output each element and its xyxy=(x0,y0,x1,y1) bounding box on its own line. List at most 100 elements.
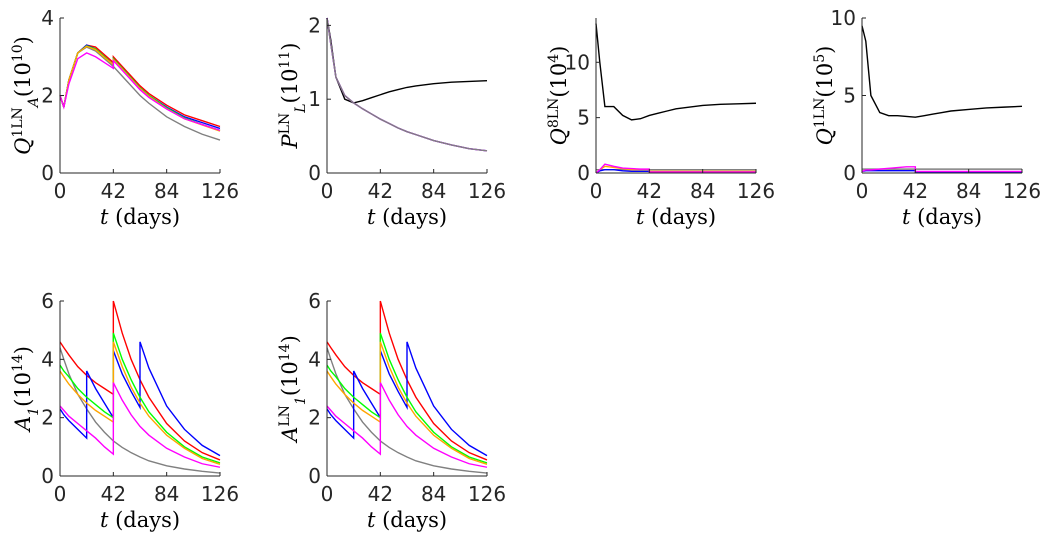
label-part: (days) xyxy=(108,205,180,229)
series-line xyxy=(326,17,488,152)
x-tick-label: 126 xyxy=(201,179,239,203)
chart: 0 5 10 0 42 84 126 t (days) Q1LN(105) xyxy=(812,6,1041,229)
y-tick-label: 0 xyxy=(308,161,321,185)
x-axis-label: t (days) xyxy=(902,205,982,229)
series-line xyxy=(59,341,221,465)
x-tick-label: 42 xyxy=(637,179,662,203)
y-axis-label: ALN1(1014) xyxy=(277,335,309,444)
label-part: 11 xyxy=(277,51,293,69)
series-line xyxy=(59,52,221,132)
label-part: 10 xyxy=(10,44,26,62)
x-axis-label: t (days) xyxy=(100,508,180,532)
label-part: P xyxy=(278,133,302,149)
x-tick-label: 42 xyxy=(101,482,126,506)
y-tick-label: 6 xyxy=(41,289,54,313)
label-part: ) xyxy=(547,46,571,54)
y-tick-label: 10 xyxy=(565,50,590,74)
x-axis-label: t (days) xyxy=(367,205,447,229)
y-tick-label: 0 xyxy=(843,161,856,185)
label-part: (10 xyxy=(11,62,35,97)
y-tick-label: 4 xyxy=(41,347,54,371)
label-part: (10 xyxy=(547,63,571,98)
label-part: t xyxy=(902,205,911,229)
x-tick-label: 42 xyxy=(368,482,393,506)
label-part: (days) xyxy=(375,508,447,532)
chart: 0 2 4 6 0 42 84 126 t (days) ALN1(1014) xyxy=(277,289,506,532)
series-line xyxy=(59,332,221,464)
y-tick-label: 0 xyxy=(41,464,54,488)
x-tick-label: 126 xyxy=(201,482,239,506)
y-tick-label: 0 xyxy=(308,464,321,488)
y-axis-label: Q8LN(104) xyxy=(546,46,571,146)
chart: 0 1 2 0 42 84 126 t (days) PLNL(1011) xyxy=(277,13,506,229)
label-part: ) xyxy=(278,43,302,51)
x-tick-label: 126 xyxy=(468,179,506,203)
y-tick-label: 2 xyxy=(41,84,54,108)
y-axis-label: PLNL(1011) xyxy=(277,43,309,150)
x-tick-label: 126 xyxy=(737,179,775,203)
label-part: LN xyxy=(277,113,293,135)
label-part: (10 xyxy=(813,63,837,98)
y-tick-label: 2 xyxy=(308,406,321,430)
label-part: t xyxy=(100,205,109,229)
y-tick-label: 4 xyxy=(308,347,321,371)
x-tick-label: 0 xyxy=(856,179,869,203)
x-tick-label: 0 xyxy=(54,482,67,506)
label-part: A xyxy=(11,416,35,433)
label-part: t xyxy=(100,508,109,532)
y-axis-label: A1(1014) xyxy=(10,346,42,433)
series-line xyxy=(861,25,1023,118)
label-part: (10 xyxy=(278,361,302,396)
label-part: Q xyxy=(813,128,837,145)
y-tick-label: 5 xyxy=(577,106,590,130)
y-tick-label: 0 xyxy=(41,161,54,185)
x-tick-label: 84 xyxy=(956,179,981,203)
label-part: LN xyxy=(277,405,293,427)
label-part: 1 xyxy=(293,396,309,405)
label-part: 5 xyxy=(812,54,828,63)
x-tick-label: 84 xyxy=(690,179,715,203)
label-part: ) xyxy=(11,346,35,354)
y-tick-label: 2 xyxy=(308,13,321,37)
series-line xyxy=(59,300,221,461)
x-tick-label: 84 xyxy=(154,179,179,203)
label-part: (days) xyxy=(108,508,180,532)
label-part: 1 xyxy=(26,407,42,416)
series-line xyxy=(326,341,488,465)
y-axis-label: Q1LNA(1010) xyxy=(10,36,42,155)
y-tick-label: 6 xyxy=(308,289,321,313)
label-part: (days) xyxy=(644,205,716,229)
label-part: 8LN xyxy=(546,98,562,128)
y-tick-label: 5 xyxy=(843,84,856,108)
chart: 0 2 4 6 0 42 84 126 t (days) A1(1014) xyxy=(10,289,239,532)
series-line xyxy=(59,46,221,141)
label-part: (10 xyxy=(278,69,302,104)
label-part: 1LN xyxy=(10,107,26,137)
label-part: A xyxy=(26,97,42,109)
y-tick-label: 2 xyxy=(41,406,54,430)
label-part: (10 xyxy=(11,372,35,407)
label-part: ) xyxy=(813,46,837,54)
series-line xyxy=(326,347,488,474)
series-line xyxy=(326,300,488,461)
x-axis-label: t (days) xyxy=(367,508,447,532)
x-tick-label: 0 xyxy=(321,482,334,506)
x-tick-label: 0 xyxy=(321,179,334,203)
x-tick-label: 42 xyxy=(101,179,126,203)
x-tick-label: 84 xyxy=(421,179,446,203)
x-tick-label: 84 xyxy=(154,482,179,506)
label-part: t xyxy=(367,205,376,229)
x-tick-label: 126 xyxy=(468,482,506,506)
x-tick-label: 126 xyxy=(1003,179,1041,203)
chart: 0 5 10 0 42 84 126 t (days) Q8LN(104) xyxy=(546,18,775,229)
label-part: 1LN xyxy=(812,98,828,128)
label-part: ) xyxy=(278,335,302,343)
label-part: 4 xyxy=(546,54,562,63)
x-axis-label: t (days) xyxy=(636,205,716,229)
label-part: Q xyxy=(547,128,571,145)
label-part: t xyxy=(636,205,645,229)
y-tick-label: 0 xyxy=(577,161,590,185)
x-tick-label: 42 xyxy=(903,179,928,203)
